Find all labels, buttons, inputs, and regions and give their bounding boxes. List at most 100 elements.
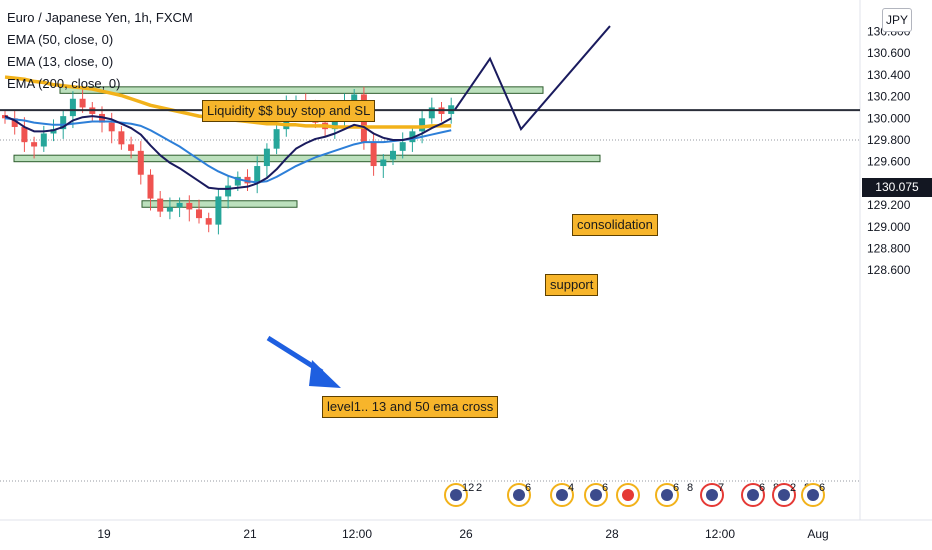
event-flag [807, 489, 819, 501]
candle-body [118, 131, 125, 145]
economic-event-icon[interactable]: 12 2 [444, 482, 482, 507]
candle-body [69, 98, 76, 117]
candle-body [215, 196, 222, 225]
consolidation-note[interactable]: consolidation [572, 214, 658, 236]
candle-body [205, 218, 212, 225]
liquidity-zone [59, 86, 544, 94]
candle-body [176, 202, 183, 208]
y-tick-label: 130.000 [867, 111, 911, 125]
candle-body [225, 185, 232, 197]
events-row: 12264668768286 [444, 482, 825, 507]
event-count: 12 [462, 482, 474, 494]
event-flag [556, 489, 568, 501]
candle-body [108, 122, 115, 132]
candle-body [137, 150, 144, 175]
legend-ema200[interactable]: EMA (200, close, 0) [7, 76, 121, 91]
candle-body [11, 118, 18, 127]
candle-body [390, 150, 396, 160]
ema13-line [4, 115, 452, 190]
candle-body [331, 116, 338, 130]
candle-body [166, 207, 173, 212]
economic-event-icon[interactable]: 7 [700, 482, 724, 507]
event-count: 6 [759, 482, 765, 494]
y-tick-label: 129.000 [867, 220, 911, 234]
liquidity-note[interactable]: Liquidity $$ buy stop and SL [202, 100, 376, 122]
x-tick-label: 12:00 [705, 527, 735, 541]
event-count: 6 [819, 482, 825, 494]
economic-event-icon[interactable]: 6 [507, 482, 531, 507]
candle-body [60, 116, 67, 130]
candle-body [234, 176, 241, 186]
event-flag [778, 489, 790, 501]
y-tick-label: 130.200 [867, 90, 911, 104]
level1-note[interactable]: level1.. 13 and 50 ema cross [322, 396, 499, 418]
candle-body [244, 176, 251, 184]
event-flag [450, 489, 462, 501]
candle-body [50, 129, 57, 134]
x-tick-label: Aug [807, 527, 828, 541]
event-count: 6 [602, 482, 608, 494]
y-tick-label: 129.600 [867, 155, 911, 169]
y-tick-label: 128.600 [867, 263, 911, 277]
event-count: 7 [718, 482, 724, 494]
x-tick-label: 19 [97, 527, 111, 541]
candle-body [31, 142, 38, 147]
event-count-extra: 2 [476, 482, 482, 494]
candle-body [40, 133, 47, 147]
event-flag [706, 489, 718, 501]
candle-body [157, 198, 164, 212]
candle-body [196, 209, 202, 219]
y-tick-label: 130.600 [867, 46, 911, 60]
candle-body [263, 148, 270, 167]
price-axis: 130.800130.600130.400130.200130.000129.8… [867, 25, 911, 278]
candle-body [370, 142, 377, 167]
candle-body [128, 144, 135, 151]
event-flag [661, 489, 673, 501]
event-flag [590, 489, 602, 501]
time-axis: 19 21 12:00 26 28 12:00 Aug [97, 527, 828, 541]
y-tick-label: 128.800 [867, 242, 911, 256]
candle-body [79, 98, 86, 108]
legend-ema13[interactable]: EMA (13, close, 0) [7, 54, 114, 69]
candle-body [186, 202, 193, 210]
candle-body [147, 174, 154, 199]
legend-symbol[interactable]: Euro / Japanese Yen, 1h, FXCM [7, 10, 193, 25]
candle-body [99, 113, 105, 123]
event-flag [622, 489, 634, 501]
x-tick-label: 12:00 [342, 527, 372, 541]
economic-event-icon[interactable]: 6 [584, 482, 608, 507]
x-tick-label: 28 [605, 527, 619, 541]
candle-body [419, 118, 426, 132]
support-note[interactable]: support [545, 274, 599, 296]
y-tick-label: 129.200 [867, 198, 911, 212]
drawings-layer [0, 25, 860, 388]
candle-body [21, 126, 28, 143]
event-count: 4 [568, 482, 574, 494]
event-count: 6 [673, 482, 679, 494]
currency-button[interactable]: JPY [882, 8, 912, 32]
candle-body [273, 129, 280, 149]
economic-event-icon[interactable]: 4 [550, 482, 574, 507]
candle-body [254, 166, 261, 184]
economic-event-icon[interactable] [616, 483, 640, 507]
candle-body [399, 142, 406, 151]
event-flag [513, 489, 525, 501]
candle-body [428, 107, 435, 119]
y-tick-label: 129.800 [867, 133, 911, 147]
chart-legend: Euro / Japanese Yen, 1h, FXCM EMA (50, c… [7, 7, 193, 95]
arrow-head [309, 360, 341, 388]
projection-path [454, 25, 611, 132]
legend-ema50[interactable]: EMA (50, close, 0) [7, 32, 114, 47]
event-count: 2 [790, 482, 796, 494]
event-count-extra: 8 [687, 482, 693, 494]
candle-body [351, 94, 358, 104]
y-tick-label: 130.400 [867, 68, 911, 82]
economic-event-icon[interactable]: 6 [801, 482, 825, 507]
x-tick-label: 21 [243, 527, 257, 541]
x-tick-label: 26 [459, 527, 473, 541]
event-count: 6 [525, 482, 531, 494]
price-grid [0, 0, 932, 521]
candle-body [380, 159, 387, 167]
